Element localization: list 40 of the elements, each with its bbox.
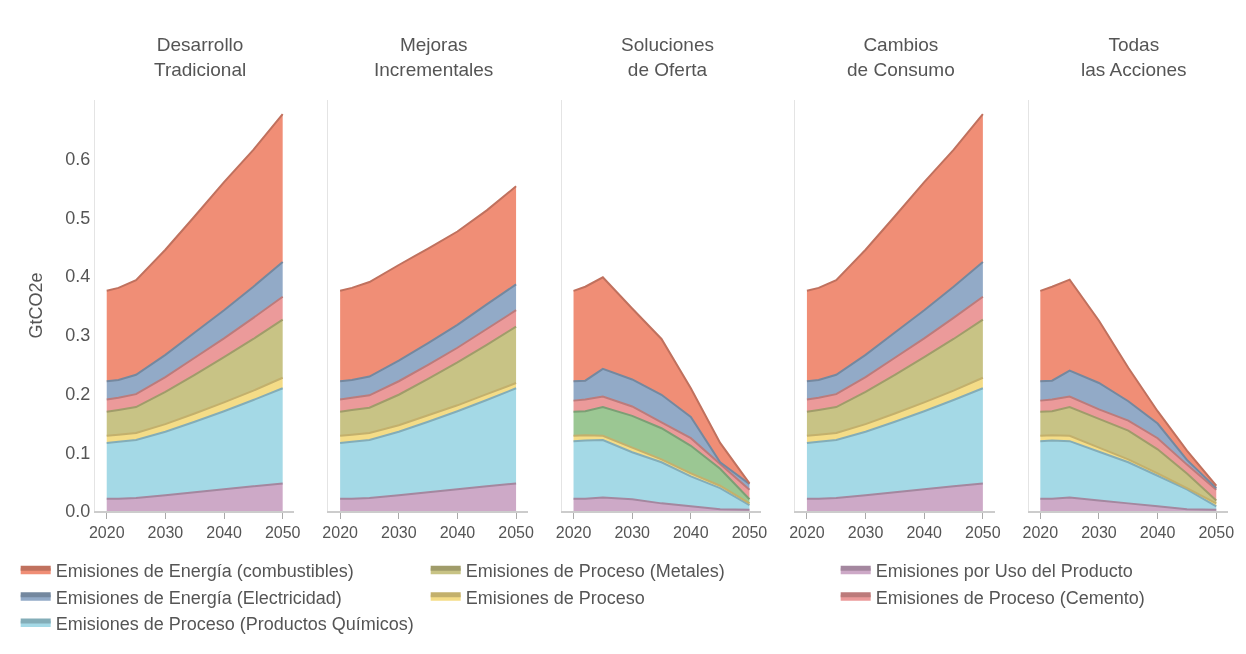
legend-label: Emisiones de Proceso (Metales) bbox=[465, 561, 725, 582]
x-tick-label: 2020 bbox=[789, 523, 825, 541]
x-tick-label: 2020 bbox=[322, 523, 359, 541]
legend-label: Emisiones de Proceso bbox=[465, 587, 645, 608]
x-tick-label: 2050 bbox=[264, 523, 301, 541]
chart-title: Cambios de Consumo bbox=[847, 34, 955, 80]
y-axis-title: GtCO2e bbox=[25, 272, 46, 339]
legend-label: Emisiones por Uso del Producto bbox=[875, 561, 1133, 582]
x-tick-label: 2040 bbox=[206, 523, 242, 541]
legend-label: Emisiones de Proceso (Productos Químicos) bbox=[55, 614, 414, 635]
x-tick-label: 2030 bbox=[380, 523, 417, 541]
y-tick-label: 0.0 bbox=[65, 501, 91, 522]
y-tick-label: 0.6 bbox=[65, 149, 91, 170]
x-tick-label: 2020 bbox=[555, 523, 592, 541]
x-tick-label: 2030 bbox=[614, 523, 651, 541]
chart-title: Todas las Acciones bbox=[1081, 34, 1187, 80]
y-tick-label: 0.3 bbox=[65, 325, 91, 346]
legend-label: Emisiones de Proceso (Cemento) bbox=[875, 587, 1145, 608]
x-tick-label: 2050 bbox=[731, 523, 768, 541]
legend-label: Emisiones de Energía (combustibles) bbox=[55, 561, 354, 582]
x-tick-label: 2050 bbox=[1198, 523, 1235, 541]
y-tick-label: 0.4 bbox=[65, 266, 91, 287]
x-tick-label: 2040 bbox=[673, 523, 709, 541]
x-tick-label: 2030 bbox=[847, 523, 884, 541]
x-tick-label: 2040 bbox=[906, 523, 943, 541]
y-tick-label: 0.5 bbox=[65, 207, 91, 228]
x-tick-label: 2040 bbox=[1139, 523, 1176, 541]
y-tick-label: 0.1 bbox=[65, 442, 91, 463]
x-tick-label: 2040 bbox=[439, 523, 476, 541]
chart-title: Mejoras Incrementales bbox=[374, 34, 494, 80]
x-tick-label: 2020 bbox=[88, 523, 125, 541]
chart-title: Soluciones de Oferta bbox=[621, 34, 714, 80]
x-tick-label: 2030 bbox=[147, 523, 184, 541]
chart-title: Desarrollo Tradicional bbox=[154, 34, 247, 80]
legend-label: Emisiones de Energía (Electricidad) bbox=[55, 587, 342, 608]
x-tick-label: 2050 bbox=[498, 523, 534, 541]
x-tick-label: 2050 bbox=[965, 523, 1001, 541]
y-tick-label: 0.2 bbox=[65, 383, 91, 404]
x-tick-label: 2020 bbox=[1022, 523, 1059, 541]
x-tick-label: 2030 bbox=[1081, 523, 1117, 541]
